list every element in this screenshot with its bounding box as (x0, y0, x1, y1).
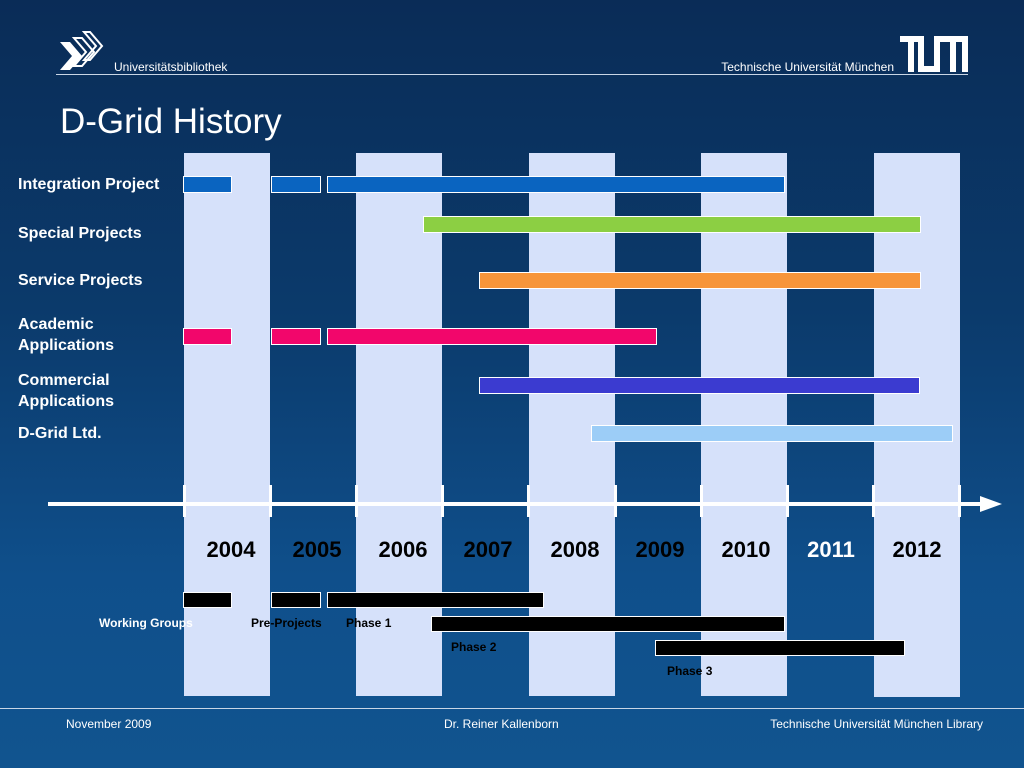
row-label-dgrid: D-Grid Ltd. (18, 425, 102, 442)
timeline-tick (183, 485, 186, 517)
integration-bar-working-groups (183, 176, 232, 193)
dgrid-ltd-bar (591, 425, 953, 442)
year-column-2004 (184, 153, 270, 696)
phase-bar-phase3 (655, 640, 905, 656)
timeline-tick (269, 485, 272, 517)
year-label: 2005 (292, 537, 342, 562)
row-label-special: Special Projects (18, 225, 142, 242)
timeline-tick (872, 485, 875, 517)
phase-label-working-groups: Working Groups (99, 616, 193, 630)
footer-author: Dr. Reiner Kallenborn (444, 717, 559, 731)
year-label: 2011 (807, 537, 855, 562)
special-projects-bar (423, 216, 921, 233)
academic-bar-pre-projects (271, 328, 321, 345)
year-column-2006 (356, 153, 442, 696)
page-title: D-Grid History (60, 102, 282, 141)
university-name: Technische Universität München (721, 60, 894, 74)
timeline-tick (958, 485, 961, 517)
year-label: 2012 (892, 537, 942, 562)
phase-label-pre-projects: Pre-Projects (251, 616, 322, 630)
integration-bar-pre-projects (271, 176, 321, 193)
academic-bar-working-groups (183, 328, 232, 345)
phase-label-phase3: Phase 3 (667, 664, 713, 678)
row-label-integration: Integration Project (18, 176, 160, 193)
year-label: 2007 (463, 537, 513, 562)
timeline-tick (441, 485, 444, 517)
phase-bar-pre-projects (271, 592, 321, 608)
year-label: 2008 (550, 537, 600, 562)
footer-divider (0, 708, 1024, 709)
phase-label-phase2: Phase 2 (451, 640, 497, 654)
phase-label-phase1: Phase 1 (346, 616, 392, 630)
timeline-tick (700, 485, 703, 517)
library-name: Universitätsbibliothek (114, 60, 228, 74)
phase-bar-phase1 (327, 592, 544, 608)
year-label: 2006 (378, 537, 428, 562)
footer-organization: Technische Universität München Library (770, 717, 983, 731)
timeline-arrow-icon (980, 496, 1002, 512)
commercial-applications-bar (479, 377, 920, 394)
phase-bar-phase2 (431, 616, 785, 632)
row-label-academic: Academic Applications (18, 316, 115, 354)
year-label: 2004 (206, 537, 256, 562)
header-divider (56, 74, 968, 75)
timeline-tick (527, 485, 530, 517)
footer-date: November 2009 (66, 717, 152, 731)
tum-logo-icon (900, 36, 968, 72)
timeline-axis (48, 502, 983, 506)
year-label: 2010 (721, 537, 771, 562)
timeline-tick (355, 485, 358, 517)
row-label-commercial: Commercial Applications (18, 372, 115, 410)
year-label: 2009 (635, 537, 685, 562)
timeline-tick (786, 485, 789, 517)
phase-bar-working-groups (183, 592, 232, 608)
library-logo-icon (58, 30, 106, 72)
row-label-service: Service Projects (18, 272, 143, 289)
timeline-tick (614, 485, 617, 517)
academic-bar-main (327, 328, 657, 345)
year-column-2010 (701, 153, 787, 696)
service-projects-bar (479, 272, 921, 289)
integration-bar-main (327, 176, 785, 193)
